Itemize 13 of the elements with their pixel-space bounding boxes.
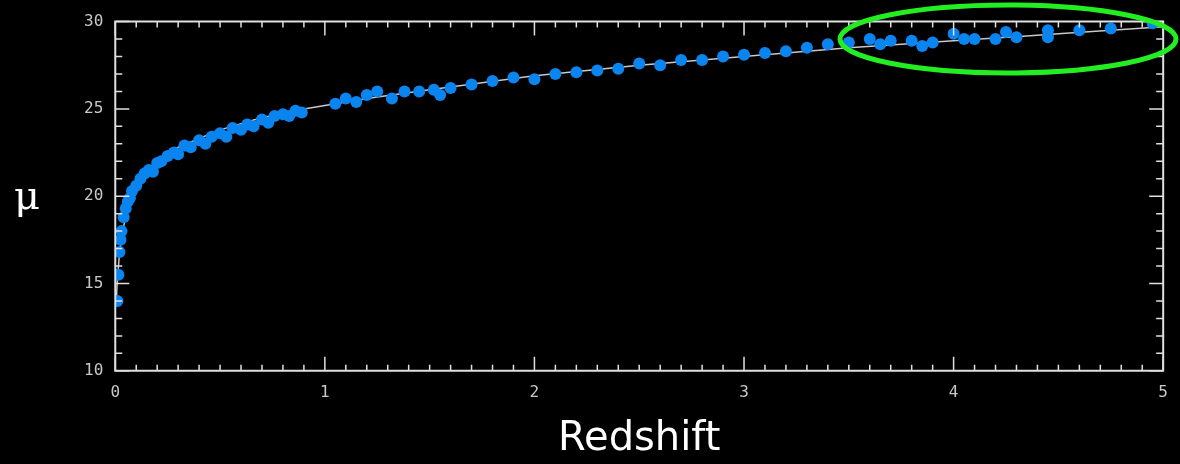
x-tick-label: 0 [110, 381, 121, 401]
x-tick-label: 1 [320, 381, 330, 401]
x-axis-title: Redshift [558, 413, 721, 460]
x-tick-label: 5 [1158, 381, 1168, 401]
y-tick-label: 10 [84, 359, 104, 379]
y-tick-label: 20 [84, 185, 104, 205]
x-tick-label: 4 [948, 381, 959, 401]
y-tick-label: 30 [84, 10, 104, 30]
y-axis-title: μ [14, 172, 40, 218]
y-tick-label: 25 [84, 98, 104, 118]
y-tick-label: 15 [84, 272, 104, 292]
x-tick-label: 2 [529, 381, 540, 401]
x-tick-label: 3 [739, 381, 749, 401]
